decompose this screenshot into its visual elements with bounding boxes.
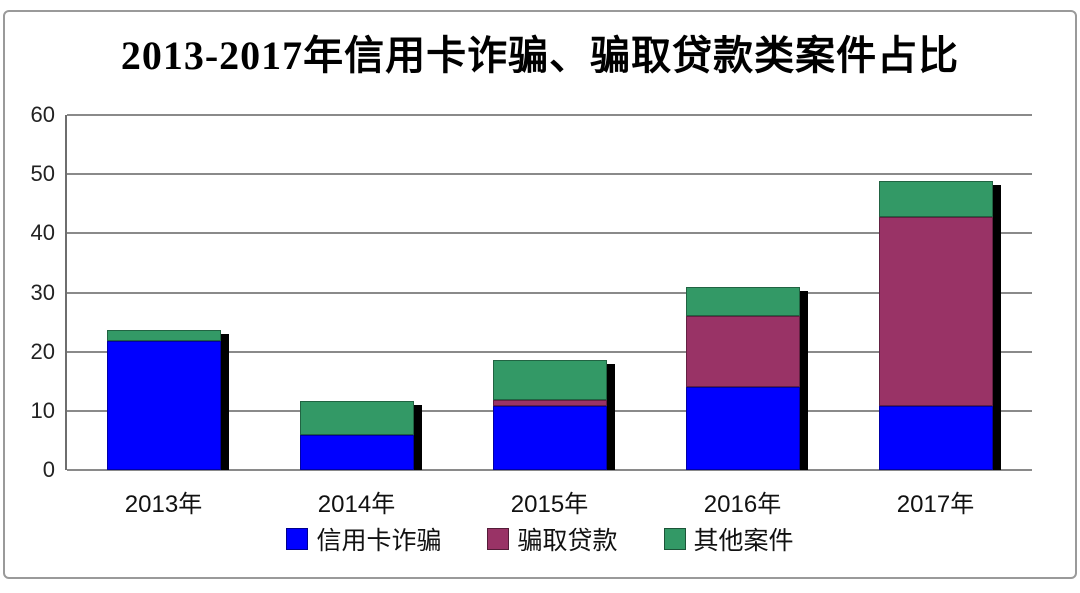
legend-item-credit-card-fraud: 信用卡诈骗 [286, 521, 441, 557]
bar-segment-2017年-信用卡诈骗 [878, 406, 993, 470]
y-axis-tick-label: 0 [42, 457, 55, 482]
y-axis-tick-label: 20 [30, 338, 55, 364]
y-axis-tick-label: 40 [30, 220, 55, 246]
bar-segment-2013年-其他案件 [106, 329, 221, 342]
y-axis-tick-label: 10 [30, 397, 55, 423]
x-axis-tick-label: 2017年 [896, 491, 975, 518]
gridline-y0 [67, 469, 1032, 471]
gridline-y40 [67, 232, 1032, 235]
y-axis-tick-label: 50 [30, 161, 55, 187]
bar-shadow [413, 404, 422, 470]
gridline-y50 [67, 173, 1032, 176]
legend-swatch-green-icon [663, 528, 686, 550]
chart-title: 2013-2017年信用卡诈骗、骗取贷款类案件占比 [120, 33, 960, 78]
plot-area: 0 10 20 30 40 50 60 2013年 2014年 2015年 2016年 2017年 [31, 104, 1032, 518]
x-axis-tick-label: 2015年 [510, 491, 589, 518]
bar-segment-2017年-其他案件 [878, 180, 993, 218]
y-axis-tick-label: 30 [30, 279, 55, 305]
bar-segment-2016年-信用卡诈骗 [685, 387, 800, 470]
legend-swatch-blue-icon [286, 528, 309, 550]
bar-shadow [992, 184, 1001, 470]
gridline-y30 [67, 291, 1032, 294]
bar-segment-2015年-信用卡诈骗 [492, 406, 607, 470]
bar-segment-2015年-其他案件 [492, 359, 607, 400]
bar-shadow [606, 363, 615, 470]
x-axis-tick-label: 2013年 [124, 491, 203, 518]
y-axis-tick-label: 60 [30, 102, 55, 127]
bar-segment-2014年-其他案件 [299, 400, 414, 436]
bar-segment-2014年-信用卡诈骗 [299, 435, 414, 470]
bar-segment-2017年-骗取贷款 [878, 217, 993, 407]
bar-shadow [799, 290, 808, 470]
x-axis-tick-label: 2014年 [317, 491, 396, 518]
legend-label-other-cases: 其他案件 [693, 527, 794, 555]
legend: 信用卡诈骗 骗取贷款 其他案件 [0, 522, 1080, 556]
bar-segment-2013年-信用卡诈骗 [106, 341, 221, 470]
legend-label-credit-card-fraud: 信用卡诈骗 [316, 527, 442, 555]
legend-swatch-plum-icon [487, 528, 510, 550]
bar-segment-2015年-骗取贷款 [492, 399, 607, 407]
legend-item-loan-fraud: 骗取贷款 [487, 521, 618, 557]
gridline-y60 [67, 114, 1032, 116]
legend-item-other-cases: 其他案件 [663, 521, 794, 557]
legend-label-loan-fraud: 骗取贷款 [517, 527, 618, 555]
bar-segment-2016年-骗取贷款 [685, 316, 800, 388]
gridline-y20 [67, 350, 1032, 353]
bar-segment-2016年-其他案件 [685, 286, 800, 317]
bar-shadow [220, 333, 229, 470]
x-axis-tick-label: 2016年 [703, 491, 782, 518]
